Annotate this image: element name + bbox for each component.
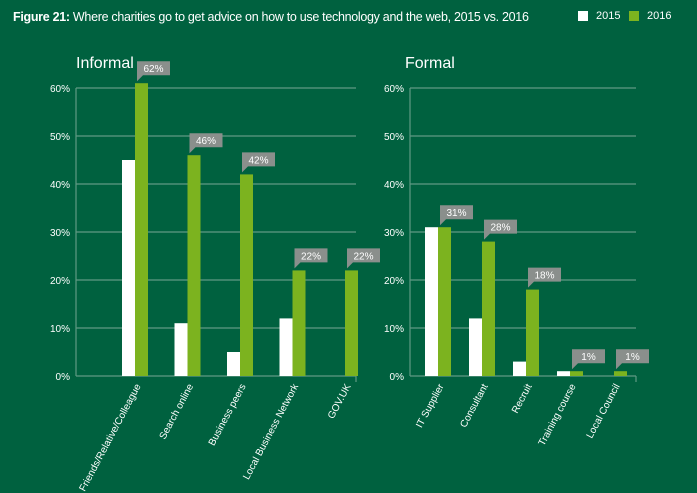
legend-swatch-2016 [629, 11, 639, 21]
panel-informal-category-label: Search online [158, 382, 197, 442]
panel-informal-bar-2016 [187, 155, 201, 376]
panel-formal-data-label-callout [528, 267, 561, 288]
panel-informal-data-label-callout [242, 152, 275, 173]
panel-informal-data-label: 62% [143, 64, 163, 75]
panel-formal-bar-2016 [570, 371, 583, 376]
panel-formal-bar-2015 [469, 318, 482, 376]
panel-informal-ytick-label: 50% [50, 132, 70, 143]
figure-title-text: Where charities go to get advice on how … [69, 10, 529, 24]
panel-formal-ytick-label: 50% [384, 132, 404, 143]
panel-formal-ytick-label: 40% [384, 180, 404, 191]
panel-informal-data-label: 22% [301, 251, 321, 262]
panel-formal-data-label-callout [572, 349, 605, 370]
panel-formal-category-label: Consultant [458, 382, 490, 430]
panel-formal-ytick-label: 10% [384, 324, 404, 335]
panel-formal-bar-2016 [482, 241, 495, 376]
panel-informal-data-label: 42% [248, 155, 268, 166]
figure-title: Figure 21: Where charities go to get adv… [13, 10, 529, 24]
panel-informal-ytick-label: 60% [50, 84, 70, 95]
panel-formal-ytick-label: 20% [384, 276, 404, 287]
panel-formal-ytick-label: 30% [384, 228, 404, 239]
panel-informal-bar-2015 [227, 352, 240, 376]
panel-informal-data-label: 22% [353, 251, 373, 262]
panel-formal-bar-2015 [557, 371, 570, 376]
panel-formal-data-label: 28% [490, 223, 510, 234]
panel-informal-category-label: Local Business Network [241, 381, 301, 481]
panel-formal-data-label-callout [440, 205, 473, 226]
panel-informal-bar-2015 [122, 160, 135, 376]
panel-informal-ytick-label: 10% [50, 324, 70, 335]
panel-formal-ytick-label: 60% [384, 84, 404, 95]
panel-formal-data-label: 18% [534, 271, 554, 282]
panel-informal-bar-2016 [240, 174, 253, 376]
panel-informal-category-label: GOV.UK [326, 382, 354, 421]
panel-formal-category-label: Recruit [510, 382, 535, 415]
panel-formal-data-label-callout [616, 349, 649, 370]
panel-formal-bar-2016 [526, 289, 539, 376]
panel-informal-bar-2015 [174, 323, 188, 376]
panel-formal-bar-2015 [425, 227, 438, 376]
panel-informal-category-label: Business peers [207, 382, 249, 448]
panel-formal-bar-2016 [614, 371, 627, 376]
panel-informal-data-label-callout [347, 248, 380, 269]
panel-informal-ytick-label: 30% [50, 228, 70, 239]
panel-formal-data-label-callout [484, 219, 517, 240]
legend-label-2015: 2015 [596, 10, 621, 22]
panel-informal-bar-2016 [292, 270, 306, 376]
panel-formal-category-label: IT Supplier [414, 382, 447, 430]
legend-item-2016: 2016 [629, 10, 671, 22]
figure-number: Figure 21: [13, 10, 70, 24]
panel-informal-bar-2016 [135, 83, 148, 376]
panel-informal-category-label: Friends/Relative/Colleague [78, 382, 144, 493]
legend-item-2015: 2015 [578, 10, 620, 22]
panel-informal-ytick-label: 20% [50, 276, 70, 287]
panel-informal-bar-2016 [345, 270, 358, 376]
panel-formal-ytick-label: 0% [390, 372, 405, 383]
panel-informal-ytick-label: 0% [56, 372, 71, 383]
panel-formal-category-label: Local Council [585, 382, 623, 440]
panel-informal-title: Informal [76, 55, 134, 72]
panel-formal-data-label: 31% [446, 208, 466, 219]
panel-formal-bar-2015 [513, 361, 526, 376]
panel-formal-data-label: 1% [581, 352, 596, 363]
panel-formal-data-label: 1% [625, 352, 640, 363]
panel-informal-data-label-callout [189, 133, 223, 154]
panel-formal-category-label: Training course [537, 382, 579, 448]
panel-informal-data-label-callout [294, 248, 328, 269]
panel-formal-title: Formal [405, 55, 455, 72]
legend-swatch-2015 [578, 11, 588, 21]
legend-label-2016: 2016 [647, 10, 672, 22]
panel-informal-ytick-label: 40% [50, 180, 70, 191]
panel-informal-bar-2015 [279, 318, 293, 376]
panel-informal-data-label-callout [137, 61, 170, 82]
panel-informal-data-label: 46% [196, 136, 216, 147]
panel-formal-bar-2016 [438, 227, 451, 376]
